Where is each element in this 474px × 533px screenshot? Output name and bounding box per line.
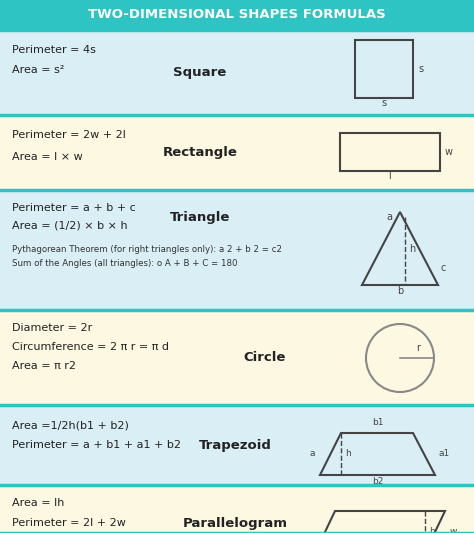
Text: Perimeter = 4s: Perimeter = 4s <box>12 45 96 55</box>
Text: Parallelogram: Parallelogram <box>182 518 288 530</box>
Text: Triangle: Triangle <box>170 212 230 224</box>
Text: b1: b1 <box>372 418 383 427</box>
Bar <box>0 115 474 190</box>
Text: c: c <box>441 263 447 273</box>
Text: Diameter = 2r: Diameter = 2r <box>12 323 92 333</box>
Text: Pythagorean Theorem (for right triangles only): a 2 + b 2 = c2: Pythagorean Theorem (for right triangles… <box>12 246 282 254</box>
Text: Perimeter = 2l + 2w: Perimeter = 2l + 2w <box>12 518 126 528</box>
Text: Area = s²: Area = s² <box>12 65 64 75</box>
Bar <box>0 310 474 405</box>
Text: a: a <box>386 212 392 222</box>
Text: Circle: Circle <box>244 351 286 364</box>
Bar <box>0 0 474 30</box>
Text: Area =1/2h(b1 + b2): Area =1/2h(b1 + b2) <box>12 420 129 430</box>
Bar <box>0 485 474 533</box>
Text: Perimeter = 2w + 2l: Perimeter = 2w + 2l <box>12 130 126 140</box>
Text: l: l <box>389 171 392 181</box>
Text: h: h <box>429 528 435 533</box>
Text: Square: Square <box>173 66 227 79</box>
Bar <box>0 405 474 485</box>
Text: s: s <box>418 64 423 74</box>
Text: Area = l × w: Area = l × w <box>12 152 83 162</box>
Text: a1: a1 <box>439 449 450 458</box>
Text: b2: b2 <box>372 477 383 486</box>
Bar <box>340 133 440 171</box>
Text: Area = π r2: Area = π r2 <box>12 361 76 371</box>
Text: b: b <box>397 286 403 296</box>
Text: Sum of the Angles (all triangles): o A + B + C = 180: Sum of the Angles (all triangles): o A +… <box>12 260 237 269</box>
Text: h: h <box>409 244 415 254</box>
Text: Area = (1/2) × b × h: Area = (1/2) × b × h <box>12 221 128 231</box>
Bar <box>355 40 413 98</box>
Bar <box>0 190 474 310</box>
Text: Trapezoid: Trapezoid <box>199 439 272 451</box>
Text: r: r <box>416 343 420 353</box>
Text: TWO-DIMENSIONAL SHAPES FORMULAS: TWO-DIMENSIONAL SHAPES FORMULAS <box>88 9 386 21</box>
Text: w: w <box>450 528 457 533</box>
Text: a: a <box>310 449 316 458</box>
Text: Perimeter = a + b1 + a1 + b2: Perimeter = a + b1 + a1 + b2 <box>12 440 181 450</box>
Text: h: h <box>345 449 351 458</box>
Text: w: w <box>445 147 453 157</box>
Text: Perimeter = a + b + c: Perimeter = a + b + c <box>12 203 136 213</box>
Bar <box>0 30 474 115</box>
Text: Area = lh: Area = lh <box>12 498 64 508</box>
Text: s: s <box>382 98 387 108</box>
Text: Circumference = 2 π r = π d: Circumference = 2 π r = π d <box>12 342 169 352</box>
Text: Rectangle: Rectangle <box>163 146 237 159</box>
